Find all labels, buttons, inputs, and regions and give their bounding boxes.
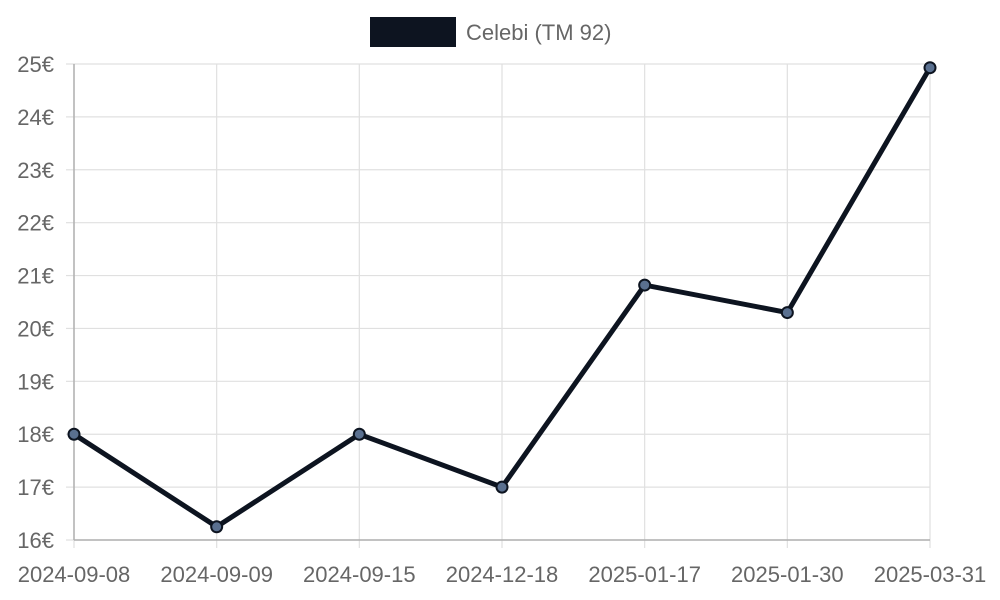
legend[interactable]: Celebi (TM 92)	[370, 17, 611, 47]
data-point[interactable]	[638, 278, 652, 292]
x-tick-label: 2024-09-09	[160, 562, 273, 587]
data-point[interactable]	[352, 427, 366, 441]
legend-label[interactable]: Celebi (TM 92)	[466, 20, 611, 45]
series-layer	[67, 61, 937, 534]
y-tick-label: 24€	[17, 105, 54, 130]
y-tick-label: 22€	[17, 211, 54, 236]
data-point[interactable]	[210, 520, 224, 534]
y-tick-label: 20€	[17, 316, 54, 341]
x-tick-label: 2025-01-30	[731, 562, 844, 587]
x-tick-label: 2025-01-17	[588, 562, 701, 587]
data-point[interactable]	[923, 61, 937, 75]
data-point[interactable]	[67, 427, 81, 441]
x-tick-label: 2024-09-15	[303, 562, 416, 587]
x-tick-label: 2024-12-18	[446, 562, 559, 587]
y-tick-label: 21€	[17, 264, 54, 289]
x-tick-label: 2024-09-08	[18, 562, 131, 587]
y-tick-label: 16€	[17, 528, 54, 553]
data-point[interactable]	[495, 480, 509, 494]
data-point[interactable]	[780, 306, 794, 320]
y-tick-label: 18€	[17, 422, 54, 447]
y-tick-label: 19€	[17, 369, 54, 394]
y-tick-label: 25€	[17, 52, 54, 77]
x-tick-label: 2025-03-31	[874, 562, 987, 587]
legend-swatch[interactable]	[370, 17, 456, 47]
grid-layer	[73, 63, 931, 541]
y-tick-label: 23€	[17, 158, 54, 183]
y-tick-label: 17€	[17, 475, 54, 500]
axis-layer: 16€ 17€ 18€ 19€ 20€ 21€ 22€ 23€ 24€ 25€ 2024-09-08…	[17, 52, 986, 587]
